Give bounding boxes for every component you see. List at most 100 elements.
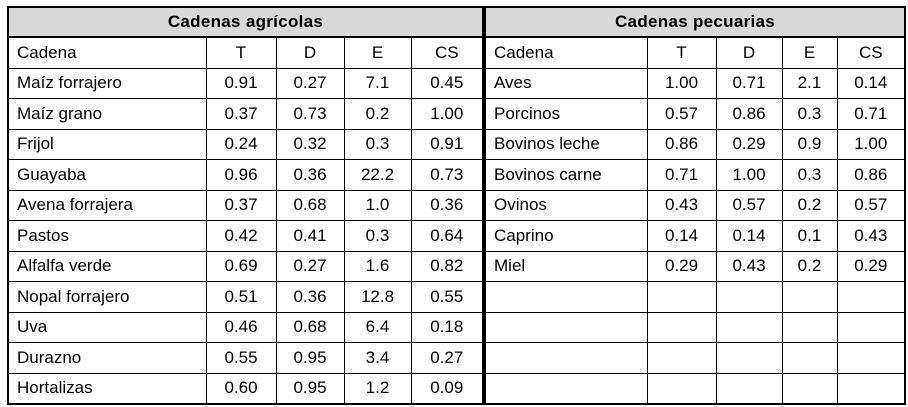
value-cell: 0.29: [836, 250, 906, 282]
value-cell: [646, 342, 717, 374]
value-cell: 0.36: [275, 281, 345, 313]
table-row: Alfalfa verde 0.69 0.27 1.6 0.82: [7, 250, 484, 282]
value-cell: 2.1: [781, 67, 838, 99]
chain-name-cell: [484, 372, 648, 405]
value-cell: 0.2: [343, 98, 412, 130]
table-row: Miel 0.29 0.43 0.2 0.29: [484, 250, 906, 282]
value-cell: 0.57: [836, 189, 906, 221]
value-cell: 0.43: [836, 220, 906, 252]
value-cell: 0.1: [781, 220, 838, 252]
value-cell: 0.82: [410, 250, 484, 282]
chain-name-cell: [484, 342, 648, 374]
value-cell: 0.24: [205, 128, 277, 160]
table-cadenas-agricolas: Cadenas agrícolas Cadena T D E CS Maíz forra…: [7, 6, 484, 405]
value-cell: 0.96: [205, 159, 277, 191]
value-cell: 0.86: [715, 98, 783, 130]
table-title-agricolas: Cadenas agrícolas: [7, 6, 484, 38]
column-header-cadena: Cadena: [484, 36, 648, 69]
value-cell: 0.09: [410, 372, 484, 405]
value-cell: 0.57: [646, 98, 717, 130]
column-header-cs: CS: [410, 36, 484, 69]
table-row: Maíz forrajero 0.91 0.27 7.1 0.45: [7, 67, 484, 99]
value-cell: 0.14: [836, 67, 906, 99]
table-row: [484, 281, 906, 313]
value-cell: 0.55: [205, 342, 277, 374]
value-cell: 0.45: [410, 67, 484, 99]
chain-name-cell: Frijol: [7, 128, 207, 160]
value-cell: [646, 281, 717, 313]
value-cell: 0.91: [410, 128, 484, 160]
value-cell: 0.3: [781, 98, 838, 130]
value-cell: 0.57: [715, 189, 783, 221]
value-cell: [836, 311, 906, 343]
value-cell: 0.36: [410, 189, 484, 221]
table-body-agricolas: Maíz forrajero 0.91 0.27 7.1 0.45 Maíz grano 0…: [7, 67, 484, 405]
value-cell: 0.64: [410, 220, 484, 252]
value-cell: 1.00: [715, 159, 783, 191]
chain-name-cell: Pastos: [7, 220, 207, 252]
value-cell: 0.18: [410, 311, 484, 343]
column-header-row: Cadena T D E CS: [484, 36, 906, 69]
table-row: Bovinos leche 0.86 0.29 0.9 1.00: [484, 128, 906, 160]
value-cell: 0.37: [205, 98, 277, 130]
value-cell: 1.00: [410, 98, 484, 130]
value-cell: 0.27: [275, 250, 345, 282]
value-cell: [836, 342, 906, 374]
table-row: Hortalizas 0.60 0.95 1.2 0.09: [7, 372, 484, 405]
value-cell: 1.2: [343, 372, 412, 405]
column-header-t: T: [205, 36, 277, 69]
value-cell: 0.42: [205, 220, 277, 252]
value-cell: [836, 372, 906, 405]
chain-name-cell: Bovinos carne: [484, 159, 648, 191]
value-cell: [646, 311, 717, 343]
chain-name-cell: Caprino: [484, 220, 648, 252]
value-cell: 0.2: [781, 250, 838, 282]
column-header-t: T: [646, 36, 717, 69]
column-header-e: E: [781, 36, 838, 69]
value-cell: 0.29: [646, 250, 717, 282]
value-cell: 0.36: [275, 159, 345, 191]
column-header-d: D: [275, 36, 345, 69]
chain-name-cell: Miel: [484, 250, 648, 282]
table-row: Frijol 0.24 0.32 0.3 0.91: [7, 128, 484, 160]
value-cell: 0.95: [275, 372, 345, 405]
value-cell: 3.4: [343, 342, 412, 374]
value-cell: 0.55: [410, 281, 484, 313]
value-cell: 0.3: [343, 220, 412, 252]
value-cell: 0.69: [205, 250, 277, 282]
value-cell: 0.71: [715, 67, 783, 99]
value-cell: 0.32: [275, 128, 345, 160]
value-cell: 0.43: [715, 250, 783, 282]
value-cell: 0.37: [205, 189, 277, 221]
chain-name-cell: Alfalfa verde: [7, 250, 207, 282]
value-cell: 0.95: [275, 342, 345, 374]
chain-name-cell: Hortalizas: [7, 372, 207, 405]
table-row: Durazno 0.55 0.95 3.4 0.27: [7, 342, 484, 374]
value-cell: [781, 342, 838, 374]
value-cell: 0.60: [205, 372, 277, 405]
value-cell: [715, 342, 783, 374]
value-cell: 0.91: [205, 67, 277, 99]
value-cell: 1.00: [836, 128, 906, 160]
table-cadenas-pecuarias: Cadenas pecuarias Cadena T D E CS Aves 1.00 0.…: [484, 6, 907, 405]
column-header-row: Cadena T D E CS: [7, 36, 484, 69]
chain-name-cell: Maíz grano: [7, 98, 207, 130]
chain-name-cell: Ovinos: [484, 189, 648, 221]
chain-name-cell: Maíz forrajero: [7, 67, 207, 99]
value-cell: 0.14: [646, 220, 717, 252]
column-header-cadena: Cadena: [7, 36, 207, 69]
value-cell: 22.2: [343, 159, 412, 191]
table-title-pecuarias: Cadenas pecuarias: [484, 6, 906, 38]
chain-name-cell: Bovinos leche: [484, 128, 648, 160]
column-header-d: D: [715, 36, 783, 69]
table-body-pecuarias: Aves 1.00 0.71 2.1 0.14 Porcinos 0.57 0.86 0.3 0.…: [484, 67, 906, 405]
value-cell: 0.68: [275, 189, 345, 221]
value-cell: 0.29: [715, 128, 783, 160]
chain-name-cell: [484, 311, 648, 343]
value-cell: 0.68: [275, 311, 345, 343]
table-row: Caprino 0.14 0.14 0.1 0.43: [484, 220, 906, 252]
table-row: Maíz grano 0.37 0.73 0.2 1.00: [7, 98, 484, 130]
table-row: [484, 372, 906, 405]
value-cell: 0.43: [646, 189, 717, 221]
table-row: Porcinos 0.57 0.86 0.3 0.71: [484, 98, 906, 130]
